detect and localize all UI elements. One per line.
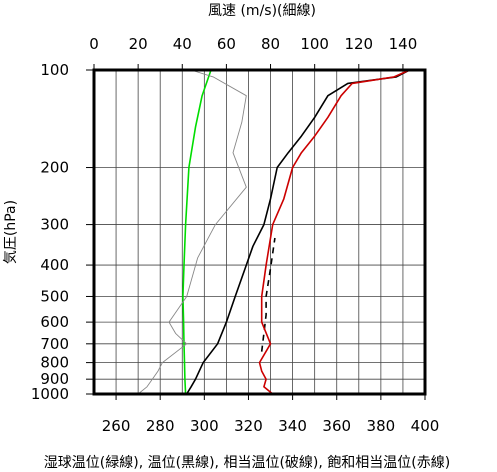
bottom-tick-label: 320	[234, 417, 263, 435]
top-tick-label: 0	[89, 35, 99, 53]
bottom-axis-label: 湿球温位(緑線), 温位(黒線), 相当温位(破線), 飽和相当温位(赤線)	[44, 454, 450, 471]
bottom-tick-label: 400	[411, 417, 440, 435]
top-tick-label: 100	[300, 35, 329, 53]
series-line-5	[137, 69, 247, 395]
bottom-tick-label: 280	[146, 417, 175, 435]
series-layer	[137, 69, 410, 395]
bottom-tick-label: 380	[367, 417, 396, 435]
y-tick-label: 800	[40, 354, 69, 372]
y-tick-label: 100	[40, 61, 69, 79]
top-axis-label: 風速 (m/s)(細線)	[208, 3, 316, 19]
y-tick-label: 600	[40, 313, 69, 331]
bottom-tick-label: 260	[102, 417, 131, 435]
series-line-2	[186, 69, 410, 395]
y-tick-label: 900	[40, 370, 69, 388]
series-line-4	[258, 69, 410, 395]
y-tick-label: 500	[40, 287, 69, 305]
y-tick-label: 300	[40, 216, 69, 234]
bottom-tick-label: 340	[278, 417, 307, 435]
y-tick-label: 400	[40, 256, 69, 274]
bottom-tick-label: 360	[322, 417, 351, 435]
y-axis-label: 気圧(hPa)	[3, 200, 19, 264]
tick-layer: 260 280 300 320 340 360 380 400 0 20 40 60 80 100 120 1…	[31, 35, 440, 435]
grid	[94, 70, 425, 394]
top-tick-label: 60	[217, 35, 236, 53]
series-line-1	[182, 69, 212, 395]
top-tick-label: 80	[261, 35, 280, 53]
top-tick-label: 120	[344, 35, 373, 53]
top-tick-label: 20	[129, 35, 148, 53]
y-tick-label: 200	[40, 159, 69, 177]
top-tick-label: 40	[173, 35, 192, 53]
top-tick-label: 140	[389, 35, 418, 53]
y-tick-label: 700	[40, 335, 69, 353]
plot-frame	[92, 68, 427, 396]
y-tick-label: 1000	[31, 385, 69, 403]
bottom-tick-label: 300	[190, 417, 219, 435]
series-line-3	[260, 237, 276, 352]
